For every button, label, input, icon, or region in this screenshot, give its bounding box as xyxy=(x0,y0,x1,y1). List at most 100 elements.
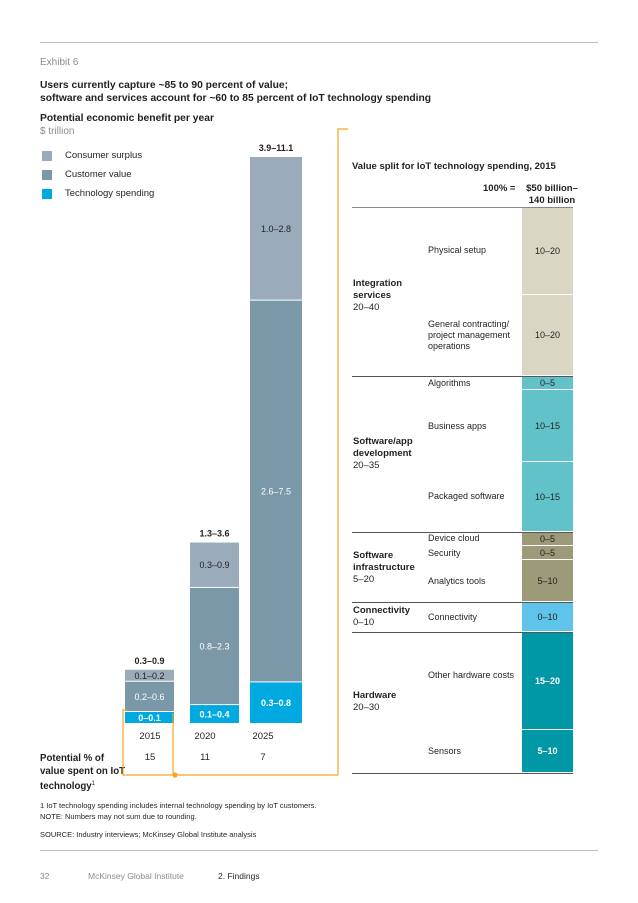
group-name: Connectivity xyxy=(353,605,411,616)
footer-rule xyxy=(40,850,598,851)
page-number: 32 xyxy=(40,871,50,881)
bar-total-2020: 1.3–3.6 xyxy=(199,529,229,539)
tick-2025: 2025 xyxy=(252,731,274,742)
tick-2015: 2015 xyxy=(139,731,161,742)
legend-swatch xyxy=(42,169,52,180)
group-name: Software/app development xyxy=(353,436,413,459)
footnote-note: NOTE: Numbers may not sum due to roundin… xyxy=(40,812,197,821)
group-name: Integration services xyxy=(353,278,403,301)
bar-consumer-surplus-2015 xyxy=(125,669,174,681)
item-general-contracting: General contracting/ project management … xyxy=(428,319,511,351)
bar-customer-value-2020 xyxy=(190,587,239,705)
bar-label-customer-value-2020: 0.8–2.3 xyxy=(199,642,229,652)
bar-customer-value-2015 xyxy=(125,681,174,711)
value-general-contracting: 10–20 xyxy=(522,295,573,376)
bar-label-technology-spending-2020: 0.1–0.4 xyxy=(199,710,229,720)
footnote-1: 1 IoT technology spending includes inter… xyxy=(40,801,317,810)
value-other-hardware: 15–20 xyxy=(522,633,573,730)
bar-technology-spending-2015 xyxy=(125,712,174,723)
group-range: 20–35 xyxy=(353,460,380,471)
bar-consumer-surplus-2025 xyxy=(250,157,302,300)
group-connectivity: Connectivity 0–10 xyxy=(353,605,423,629)
bar-label-technology-spending-2015: 0–0.1 xyxy=(138,713,161,723)
bar-technology-spending-2020 xyxy=(190,705,239,723)
footnote-marker: 1 xyxy=(91,781,96,787)
pct-2015: 15 xyxy=(144,752,156,763)
bar-label-consumer-surplus-2015: 0.1–0.2 xyxy=(134,671,164,681)
bar-label-consumer-surplus-2020: 0.3–0.9 xyxy=(199,560,229,570)
pct-2025: 7 xyxy=(260,752,266,763)
group-software-app: Software/app development 20–35 xyxy=(353,436,423,472)
total-value: $50 billion–140 billion xyxy=(526,183,578,206)
legend-swatch xyxy=(42,150,52,161)
group-range: 20–30 xyxy=(353,702,380,713)
tick-2020: 2020 xyxy=(194,731,216,742)
group-range: 20–40 xyxy=(353,302,380,313)
legend-technology-spending: Technology spending xyxy=(42,188,154,199)
legend-label: Consumer surplus xyxy=(65,150,143,161)
pct-2020: 11 xyxy=(200,752,210,763)
group-integration-services: Integration services 20–40 xyxy=(353,278,423,314)
value-business-apps: 10–15 xyxy=(522,390,573,462)
value-security: 0–5 xyxy=(522,546,573,560)
group-hardware: Hardware 20–30 xyxy=(353,690,423,714)
footnote-source: SOURCE: Industry interviews; McKinsey Gl… xyxy=(40,830,257,839)
item-physical-setup: Physical setup xyxy=(428,245,487,255)
section-name: 2. Findings xyxy=(218,871,260,881)
connector-line xyxy=(122,128,348,776)
bar-technology-spending-2025 xyxy=(250,682,302,723)
split-title: Value split for IoT technology spending,… xyxy=(352,161,556,172)
exhibit-label: Exhibit 6 xyxy=(40,57,79,68)
item-analytics-tools: Analytics tools xyxy=(428,576,486,586)
legend-label: Customer value xyxy=(65,169,132,180)
bar-total-2015: 0.3–0.9 xyxy=(134,656,164,666)
item-device-cloud: Device cloud xyxy=(428,533,480,543)
group-separator xyxy=(352,376,573,377)
group-range: 0–10 xyxy=(353,617,375,628)
bar-customer-value-2025 xyxy=(250,300,302,682)
page-title: Users currently capture ~85 to 90 percen… xyxy=(40,79,600,105)
group-name: Hardware xyxy=(353,690,397,701)
value-algorithms: 0–5 xyxy=(522,377,573,390)
title-line-1: Users currently capture ~85 to 90 percen… xyxy=(40,80,289,91)
group-range: 5–20 xyxy=(353,574,375,585)
bar-consumer-surplus-2020 xyxy=(190,542,239,587)
total-label: 100% = xyxy=(483,183,516,194)
legend-swatch xyxy=(42,188,52,199)
group-name: Software infrastructure xyxy=(353,550,415,573)
value-device-cloud: 0–5 xyxy=(522,533,573,546)
bar-label-consumer-surplus-2025: 1.0–2.8 xyxy=(261,224,291,234)
value-analytics-tools: 5–10 xyxy=(522,560,573,602)
chart-unit: $ trillion xyxy=(40,126,75,137)
value-connectivity: 0–10 xyxy=(522,603,573,632)
item-other-hardware: Other hardware costs xyxy=(428,670,515,680)
split-top-rule xyxy=(352,207,573,208)
bar-total-2025: 3.9–11.1 xyxy=(259,143,294,153)
top-rule xyxy=(40,42,598,43)
item-algorithms: Algorithms xyxy=(428,378,471,388)
group-separator xyxy=(352,532,573,533)
value-packaged-software: 10–15 xyxy=(522,462,573,532)
item-packaged-software: Packaged software xyxy=(428,491,505,501)
group-separator xyxy=(352,602,573,603)
item-security: Security xyxy=(428,548,461,558)
legend-consumer-surplus: Consumer surplus xyxy=(42,150,142,161)
legend-customer-value: Customer value xyxy=(42,169,132,180)
potential-pct-text: Potential % of value spent on IoT techno… xyxy=(40,753,126,793)
group-separator xyxy=(352,632,573,633)
group-software-infrastructure: Software infrastructure 5–20 xyxy=(353,550,423,586)
bar-label-customer-value-2025: 2.6–7.5 xyxy=(261,487,291,497)
chart-subtitle: Potential economic benefit per year xyxy=(40,113,214,124)
publisher: McKinsey Global Institute xyxy=(88,871,184,881)
value-sensors: 5–10 xyxy=(522,730,573,773)
item-business-apps: Business apps xyxy=(428,421,487,431)
potential-pct-label: Potential % of value spent on IoT techno… xyxy=(40,752,130,793)
bar-label-technology-spending-2025: 0.3–0.8 xyxy=(261,698,291,708)
title-line-2: software and services account for ~60 to… xyxy=(40,93,432,104)
connector-dot xyxy=(172,772,178,778)
split-bottom-rule xyxy=(352,773,573,774)
item-connectivity: Connectivity xyxy=(428,612,478,622)
legend-label: Technology spending xyxy=(65,188,155,199)
